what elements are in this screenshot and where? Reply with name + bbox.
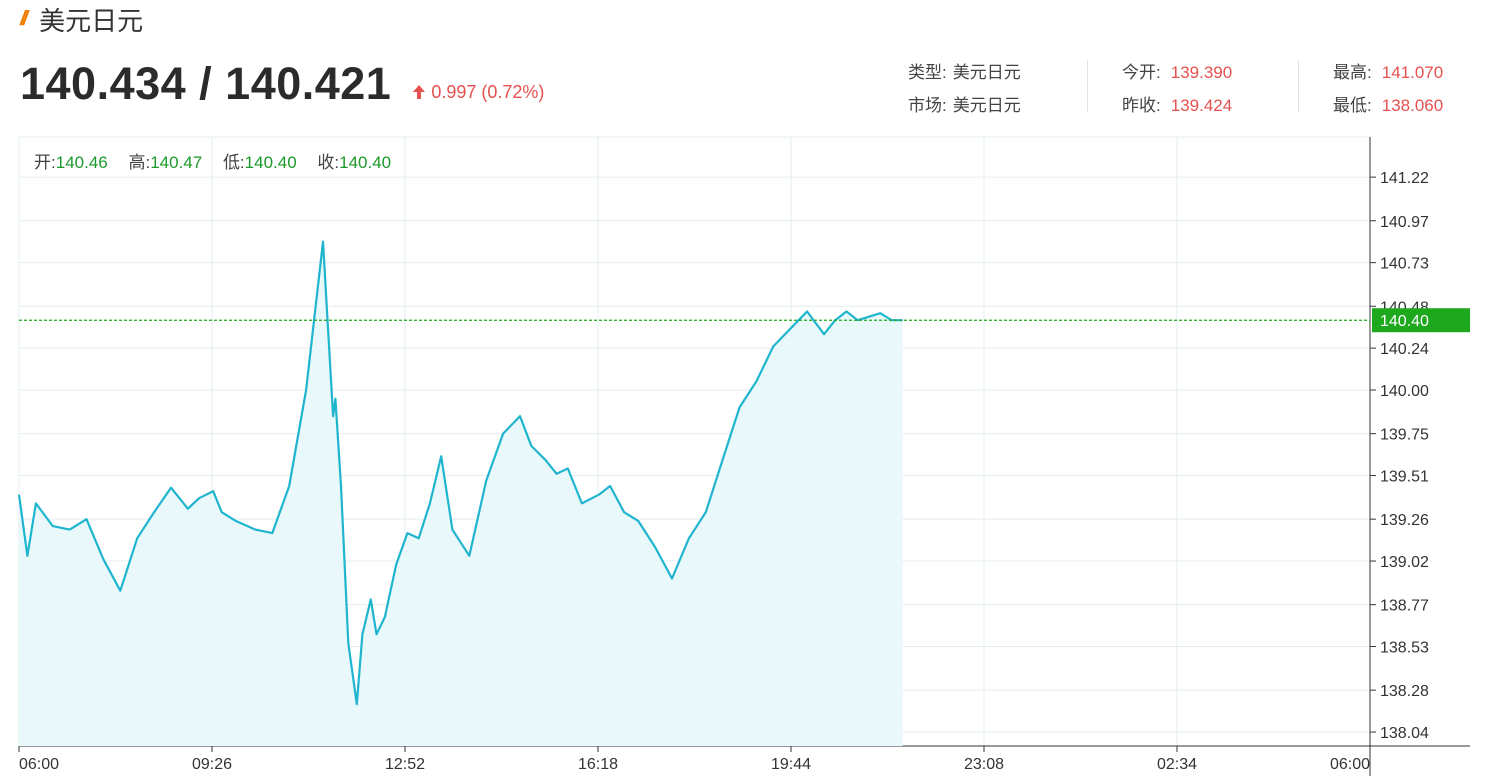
price-line [17,240,903,706]
y-tick-label: 138.53 [1380,640,1429,657]
y-tick-label: 138.04 [1380,725,1429,742]
type-label: 类型: [908,63,947,82]
y-tick-label: 139.02 [1380,554,1429,571]
ohlc-readout: 开:140.46 高:140.47 低:140.40 收:140.40 [34,148,407,173]
y-tick-label: 138.77 [1380,598,1429,615]
market-value: 美元日元 [952,96,1021,115]
current-price-label: 140.40 [1380,313,1429,330]
open-value: 139.390 [1170,63,1233,82]
y-tick-label: 140.24 [1380,341,1429,358]
x-tick-label: 19:44 [771,756,811,773]
price-change: 0.997 (0.72%) [413,82,544,103]
y-tick-label: 139.26 [1380,512,1429,529]
ohlc-high-label: 高: [128,153,151,172]
y-tick-label: 139.75 [1380,427,1429,444]
y-tick-label: 140.00 [1380,383,1429,400]
y-tick-label: 140.73 [1380,256,1429,273]
ohlc-close-value: 140.40 [339,153,392,172]
low-label: 最低: [1333,96,1372,115]
y-tick-label: 140.97 [1380,214,1429,231]
x-tick-label: 23:08 [964,756,1004,773]
bid-ask-price: 140.434 / 140.421 [20,58,392,109]
page-title: 美元日元 [39,5,144,36]
stats-divider [1087,60,1088,112]
brand-mark-icon: // [20,7,28,30]
arrow-up-icon [413,85,426,99]
ohlc-open-label: 开: [34,153,56,172]
x-tick-label: 06:00 [1330,756,1370,773]
ohlc-close-label: 收: [317,153,340,172]
market-label: 市场: [908,96,947,115]
stats-col-open: 今开: 139.390 昨收: 139.424 [1122,56,1232,122]
y-tick-label: 141.22 [1380,170,1429,187]
type-value: 美元日元 [952,63,1021,82]
x-tick-label: 12:52 [385,756,425,773]
ohlc-low-label: 低: [222,153,245,172]
x-tick-label: 09:26 [192,756,232,773]
stats-col-type: 类型: 美元日元 市场: 美元日元 [908,56,1021,122]
prev-close-value: 139.424 [1170,96,1233,115]
x-tick-label: 16:18 [578,756,618,773]
y-tick-label: 139.51 [1380,469,1429,486]
high-label: 最高: [1333,63,1372,82]
stats-col-high: 最高: 141.070 最低: 138.060 [1333,56,1443,122]
prev-close-label: 昨收: [1122,96,1161,115]
title-bar: // 美元日元 [20,2,143,36]
stats-divider [1298,60,1299,112]
x-tick-label: 02:34 [1157,756,1197,773]
low-value: 138.060 [1381,96,1444,115]
high-value: 141.070 [1381,63,1444,82]
ohlc-low-value: 140.40 [244,153,297,172]
price-area [19,241,903,746]
open-label: 今开: [1122,63,1161,82]
current-price-tag [1372,308,1470,333]
y-tick-label: 138.28 [1380,683,1429,700]
ohlc-high-value: 140.47 [150,153,203,172]
ohlc-open-value: 140.46 [55,153,108,172]
x-tick-label: 06:00 [19,756,59,773]
price-row: 140.434 / 140.421 0.997 (0.72%) [20,58,544,110]
price-change-value: 0.997 (0.72%) [431,81,545,102]
